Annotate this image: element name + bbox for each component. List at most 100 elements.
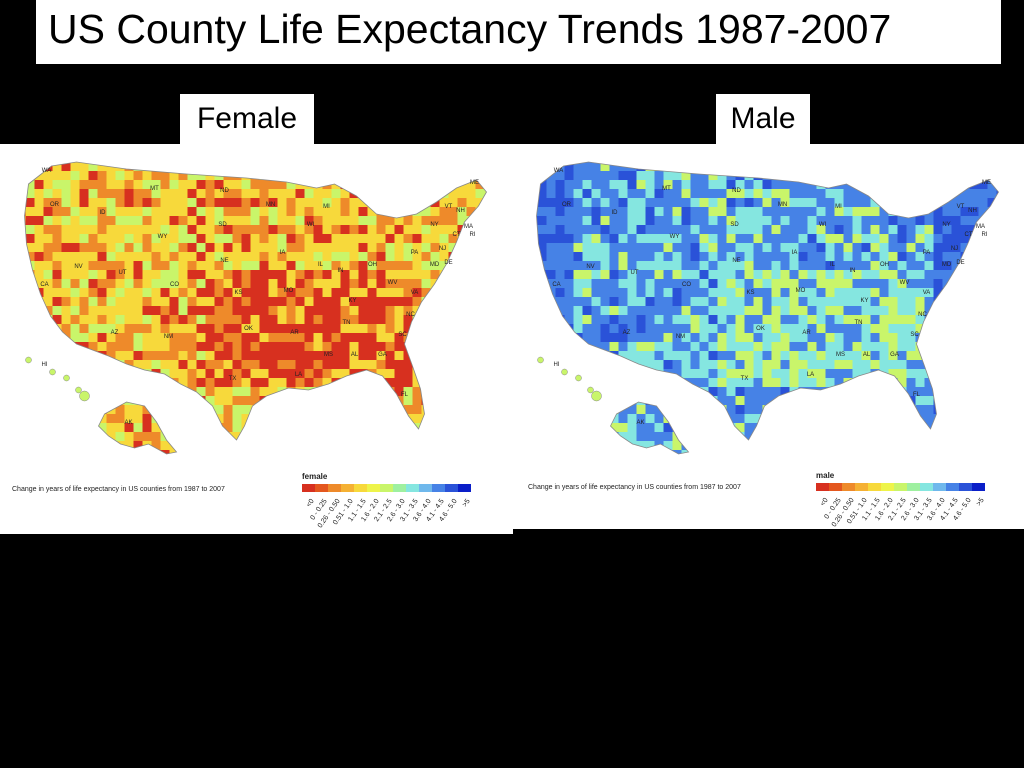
hawaii-island	[575, 374, 582, 382]
county-cell	[978, 297, 988, 306]
county-cell	[169, 171, 179, 180]
county-cell	[807, 432, 817, 441]
conus-outline	[24, 161, 487, 441]
county-cell	[924, 261, 934, 270]
county-cell	[340, 351, 350, 360]
county-cell	[151, 288, 161, 297]
county-cell	[71, 153, 80, 162]
county-cell	[654, 306, 664, 315]
county-cell	[699, 378, 709, 387]
county-cell	[546, 405, 556, 414]
county-cell	[232, 450, 242, 454]
county-cell	[555, 432, 565, 441]
county-cell	[636, 450, 646, 454]
county-cell	[457, 387, 467, 396]
county-cell	[536, 351, 538, 360]
county-cell	[97, 306, 107, 315]
county-cell	[151, 252, 161, 261]
county-cell	[160, 234, 170, 243]
county-cell	[196, 171, 206, 180]
county-cell	[978, 432, 988, 441]
county-cell	[133, 360, 143, 369]
county-cell	[448, 225, 458, 234]
male-legend-swatch	[959, 483, 972, 491]
county-cell	[403, 279, 413, 288]
county-cell	[196, 234, 206, 243]
county-cell	[367, 234, 377, 243]
county-cell	[960, 369, 970, 378]
county-cell	[142, 360, 152, 369]
county-cell	[34, 198, 44, 207]
county-cell	[987, 333, 997, 342]
county-cell	[960, 297, 970, 306]
county-cell	[888, 261, 898, 270]
county-cell	[825, 441, 835, 450]
county-cell	[654, 252, 664, 261]
county-cell	[331, 333, 341, 342]
county-cell	[196, 162, 206, 171]
county-cell	[834, 396, 844, 405]
county-cell	[277, 423, 287, 432]
county-cell	[115, 207, 125, 216]
county-cell	[672, 297, 682, 306]
county-cell	[807, 216, 817, 225]
county-cell	[978, 405, 988, 414]
county-cell	[618, 189, 628, 198]
county-cell	[807, 423, 817, 432]
county-cell	[367, 198, 377, 207]
county-cell	[151, 387, 161, 396]
county-cell	[573, 279, 583, 288]
county-cell	[232, 261, 242, 270]
county-cell	[816, 288, 826, 297]
county-cell	[555, 351, 565, 360]
county-cell	[341, 153, 350, 162]
county-cell	[843, 261, 853, 270]
county-cell	[421, 162, 431, 171]
county-cell	[691, 153, 700, 162]
county-cell	[494, 234, 503, 243]
county-cell	[645, 315, 655, 324]
county-cell	[385, 423, 395, 432]
county-cell	[744, 369, 754, 378]
county-cell	[681, 432, 691, 441]
county-cell	[852, 288, 862, 297]
county-cell	[807, 171, 817, 180]
county-cell	[564, 315, 574, 324]
county-cell	[403, 252, 413, 261]
county-cell	[546, 351, 556, 360]
county-cell	[385, 450, 395, 454]
county-cell	[780, 207, 790, 216]
county-cell	[421, 171, 431, 180]
county-cell	[708, 423, 718, 432]
county-cell	[708, 432, 718, 441]
county-cell	[969, 396, 979, 405]
county-cell	[807, 234, 817, 243]
county-cell	[205, 252, 215, 261]
county-cell	[115, 198, 125, 207]
county-cell	[412, 162, 422, 171]
county-cell	[717, 414, 727, 423]
county-cell	[582, 333, 592, 342]
county-cell	[160, 261, 170, 270]
state-label: NV	[74, 264, 82, 270]
county-cell	[609, 297, 619, 306]
county-cell	[169, 207, 179, 216]
county-cell	[987, 324, 997, 333]
county-cell	[996, 288, 999, 297]
county-cell	[789, 171, 799, 180]
county-cell	[690, 243, 700, 252]
county-cell	[591, 297, 601, 306]
county-cell	[449, 144, 458, 153]
county-cell	[942, 441, 952, 450]
county-cell	[852, 243, 862, 252]
county-cell	[97, 432, 107, 441]
state-label: MN	[266, 202, 275, 208]
county-cell	[367, 378, 377, 387]
county-cell	[431, 459, 440, 468]
county-cell	[430, 306, 440, 315]
county-cell	[340, 243, 350, 252]
county-cell	[439, 324, 449, 333]
county-cell	[646, 153, 655, 162]
county-cell	[205, 225, 215, 234]
county-cell	[951, 243, 961, 252]
